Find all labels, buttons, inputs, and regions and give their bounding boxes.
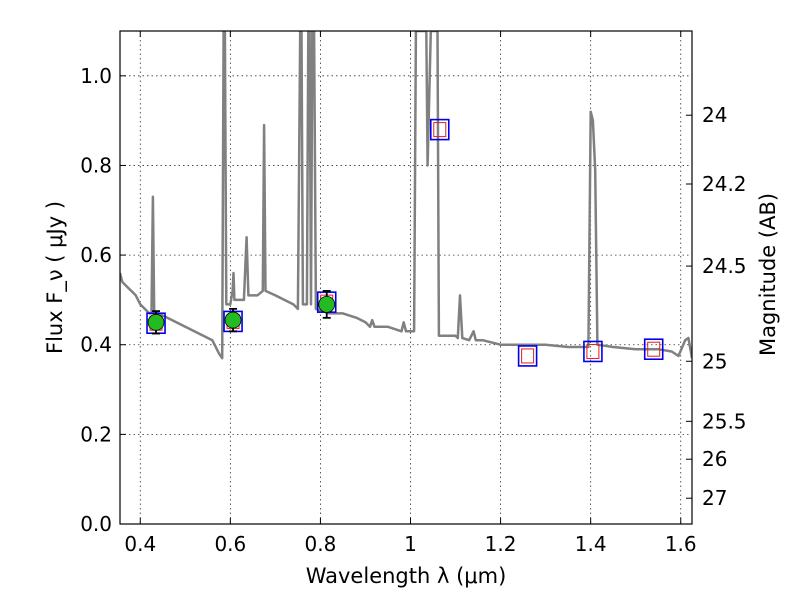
x-tick-label: 0.6: [214, 532, 246, 556]
y-tick-label: 0.0: [80, 512, 112, 536]
y2-axis-label: Magnitude (AB): [756, 193, 780, 356]
model-flux-box: [517, 345, 538, 367]
grid-lines: [120, 31, 692, 525]
x-tick-label: 1: [404, 532, 417, 556]
mag-tick-label: 27: [702, 486, 727, 510]
model-flux-inner: [433, 122, 447, 138]
y-tick-label: 0.2: [80, 422, 112, 446]
axis-ticks: 0.4 0.6 0.8 1 1.2 1.4 1.6 0.0 0.2 0.4 0.6 0.8 1.0 24 2…: [80, 31, 747, 556]
model-flux-inner: [647, 341, 661, 357]
mag-tick-label: 26: [702, 447, 727, 471]
x-tick-label: 1.6: [665, 532, 697, 556]
y-tick-label: 0.6: [80, 243, 112, 267]
model-flux-box: [583, 340, 603, 363]
mag-tick-label: 25.5: [702, 409, 747, 433]
observed-point: [147, 313, 165, 331]
y-tick-label: 1.0: [80, 64, 112, 88]
spectrum-line: [120, 31, 692, 360]
plot-frame: [119, 30, 693, 525]
model-flux-box: [643, 338, 664, 361]
mag-tick-label: 24.5: [702, 254, 747, 278]
model-flux-box: [429, 118, 450, 141]
model-flux-inner: [586, 343, 600, 359]
x-axis-label: Wavelength λ (μm): [306, 564, 507, 588]
mag-tick-label: 25: [702, 349, 727, 373]
observed-point: [318, 295, 336, 313]
x-tick-label: 0.4: [124, 532, 156, 556]
mag-tick-label: 24: [702, 103, 727, 127]
y-tick-label: 0.8: [80, 153, 112, 177]
plot-area: [120, 31, 692, 367]
mag-tick-label: 24.2: [702, 172, 747, 196]
y-axis-label: Flux F_ν ( μJy ): [43, 201, 68, 354]
x-tick-label: 1.2: [485, 532, 517, 556]
observed-point: [224, 311, 242, 329]
model-flux-inner: [521, 348, 535, 364]
y-tick-label: 0.4: [80, 333, 112, 357]
x-tick-label: 1.4: [575, 532, 607, 556]
x-tick-label: 0.8: [305, 532, 337, 556]
